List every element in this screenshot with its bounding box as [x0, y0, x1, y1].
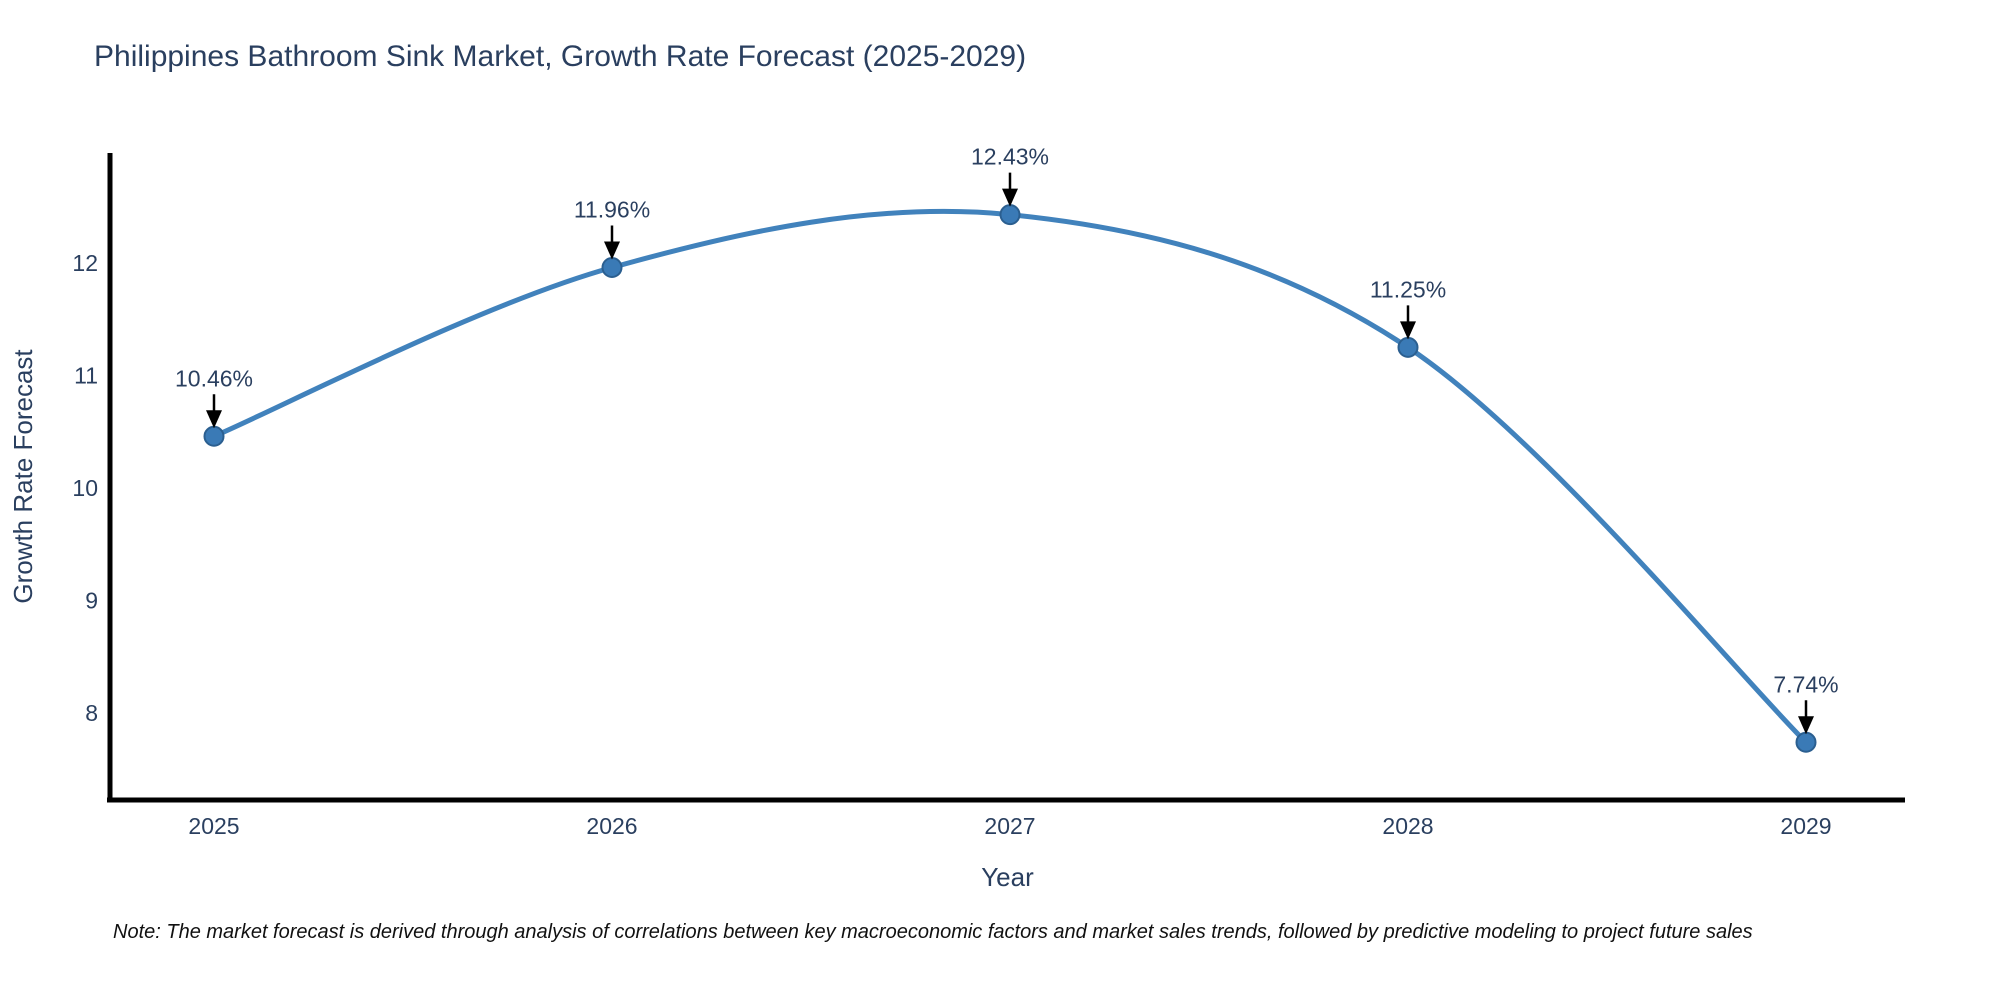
y-tick-label: 10: [72, 475, 98, 501]
footnote: Note: The market forecast is derived thr…: [113, 921, 1753, 943]
data-point-marker: [1397, 336, 1419, 358]
x-tick-label: 2028: [1382, 813, 1433, 839]
data-point-marker: [1795, 731, 1817, 753]
y-tick-label: 8: [85, 700, 98, 726]
annotation-arrowhead: [1400, 321, 1416, 340]
y-tick-label: 11: [74, 363, 98, 389]
x-tick-label: 2029: [1780, 813, 1831, 839]
annotation-arrowhead: [206, 410, 222, 429]
y-tick-label: 9: [85, 588, 98, 614]
data-point-label: 7.74%: [1773, 671, 1838, 697]
data-point-label: 11.96%: [574, 197, 650, 223]
data-point-label: 11.25%: [1370, 276, 1446, 302]
x-axis-title: Year: [981, 862, 1034, 892]
data-point-marker: [999, 204, 1021, 226]
chart-title: Philippines Bathroom Sink Market, Growth…: [94, 40, 1027, 73]
y-tick-label: 12: [72, 250, 98, 276]
x-tick-label: 2026: [586, 813, 637, 839]
y-axis-title: Growth Rate Forecast: [8, 349, 38, 604]
annotation-arrowhead: [1002, 188, 1018, 207]
forecast-line: [211, 208, 1809, 745]
data-point-marker: [203, 425, 225, 447]
data-point-label: 12.43%: [971, 144, 1049, 170]
data-point-label: 10.46%: [175, 365, 253, 391]
annotation-arrowhead: [1798, 716, 1814, 735]
data-point-marker: [601, 257, 623, 278]
x-tick-label: 2025: [188, 813, 239, 839]
x-tick-label: 2027: [984, 813, 1035, 839]
annotation-arrowhead: [604, 241, 620, 260]
